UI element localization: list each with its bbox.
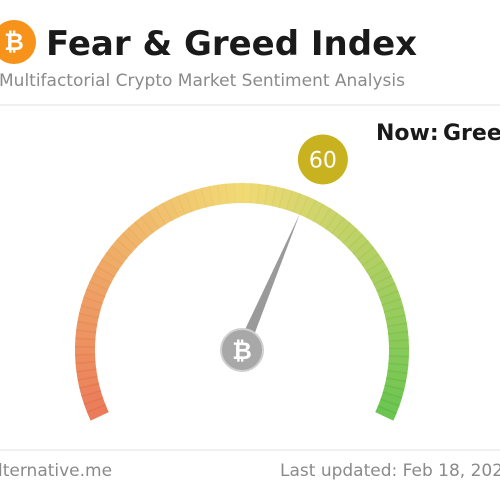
needle-hub [220, 328, 264, 372]
hub-symbol: ₿ [232, 337, 252, 365]
classification: Gree [443, 121, 500, 146]
subtitle: Multifactorial Crypto Market Sentiment A… [0, 71, 405, 91]
last-updated: Last updated: Feb 18, 202 [280, 461, 500, 481]
value-badge [297, 134, 348, 185]
gauge-band [375, 405, 397, 421]
needle [236, 213, 300, 353]
logo [0, 20, 36, 64]
value-label: 60 [309, 148, 337, 173]
chart-title: Fear & Greed Index [46, 24, 417, 64]
source: lternative.me [0, 461, 112, 481]
now-label: Now: [376, 121, 439, 146]
logo-symbol: ₿ [4, 28, 24, 56]
gauge: ₿ 60 [75, 134, 409, 421]
